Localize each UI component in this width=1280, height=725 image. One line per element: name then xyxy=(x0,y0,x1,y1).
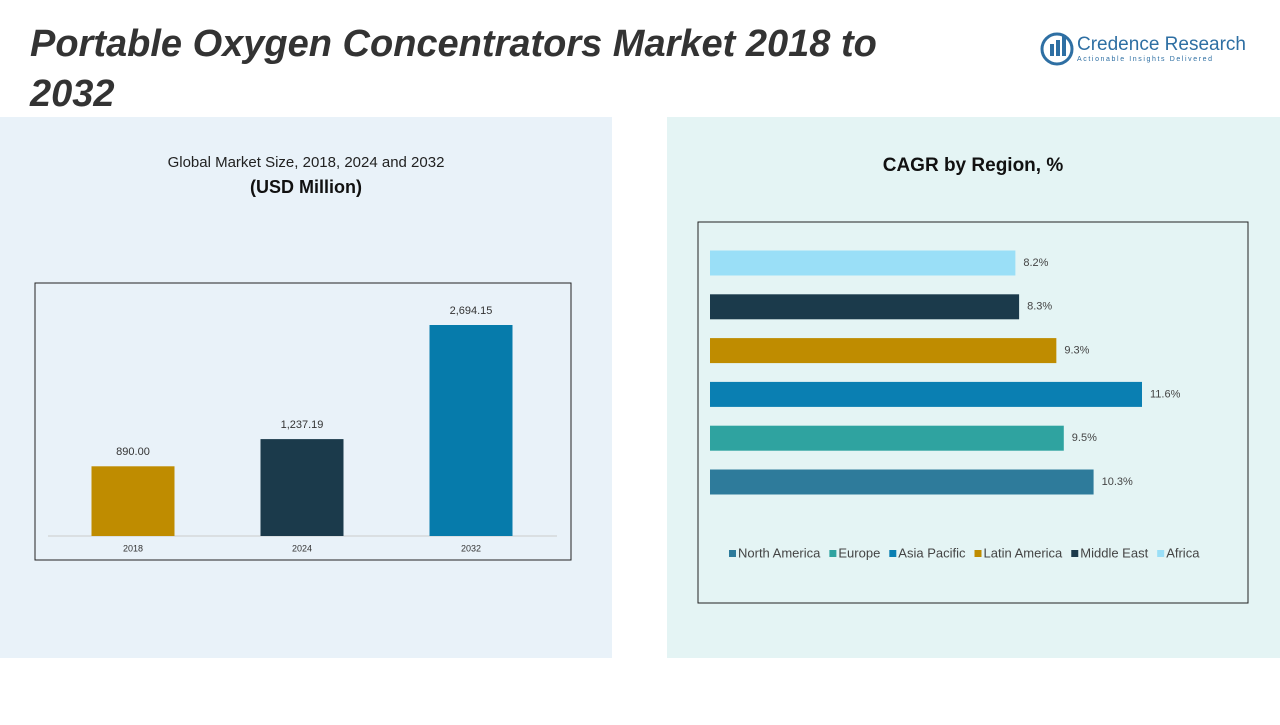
data-label: 11.6% xyxy=(1150,388,1181,400)
logo: Credence Research Actionable Insights De… xyxy=(1040,32,1246,66)
x-tick-label: 2018 xyxy=(123,543,143,553)
bar xyxy=(429,325,513,536)
logo-name: Credence Research xyxy=(1077,34,1246,55)
legend-swatch xyxy=(1071,550,1079,557)
x-tick-label: 2032 xyxy=(461,543,481,553)
x-tick-label: 2024 xyxy=(292,543,312,553)
legend-swatch xyxy=(729,550,736,557)
left-panel xyxy=(0,117,612,658)
chart-title: CAGR by Region, % xyxy=(883,155,1064,176)
bar xyxy=(710,469,1094,495)
bar xyxy=(710,381,1142,407)
chart-title: Global Market Size, 2018, 2024 and 2032 xyxy=(168,154,445,171)
data-label: 1,237.19 xyxy=(281,419,324,431)
chart-frame xyxy=(697,221,1249,604)
bar xyxy=(710,294,1020,320)
legend-label: Asia Pacific xyxy=(898,545,966,560)
legend-swatch xyxy=(1157,550,1165,557)
bar xyxy=(710,338,1057,364)
bar xyxy=(710,250,1016,276)
data-label: 890.00 xyxy=(116,446,150,458)
bar xyxy=(91,466,175,536)
chart-subtitle: (USD Million) xyxy=(250,177,362,197)
legend-label: Africa xyxy=(1166,545,1200,560)
legend-label: Europe xyxy=(838,545,880,560)
legend-swatch xyxy=(974,550,982,557)
legend-swatch xyxy=(829,550,837,557)
page-title: Portable Oxygen Concentrators Market 201… xyxy=(29,23,877,115)
logo-icon xyxy=(1062,36,1066,56)
bar xyxy=(710,425,1064,451)
logo-icon xyxy=(1040,32,1074,66)
data-label: 8.3% xyxy=(1027,301,1052,313)
legend-swatch xyxy=(889,550,897,557)
data-label: 2,694.15 xyxy=(450,305,493,317)
data-label: 9.3% xyxy=(1064,345,1089,357)
legend-label: Middle East xyxy=(1080,545,1148,560)
data-label: 10.3% xyxy=(1102,476,1133,488)
chart-frame xyxy=(34,282,572,561)
logo-icon xyxy=(1056,40,1060,56)
data-label: 8.2% xyxy=(1023,257,1048,269)
data-label: 9.5% xyxy=(1072,432,1097,444)
legend-label: Latin America xyxy=(984,545,1064,560)
logo-tagline: Actionable Insights Delivered xyxy=(1077,56,1214,63)
bar xyxy=(260,439,344,536)
logo-icon xyxy=(1050,44,1054,56)
legend-label: North America xyxy=(738,545,821,560)
